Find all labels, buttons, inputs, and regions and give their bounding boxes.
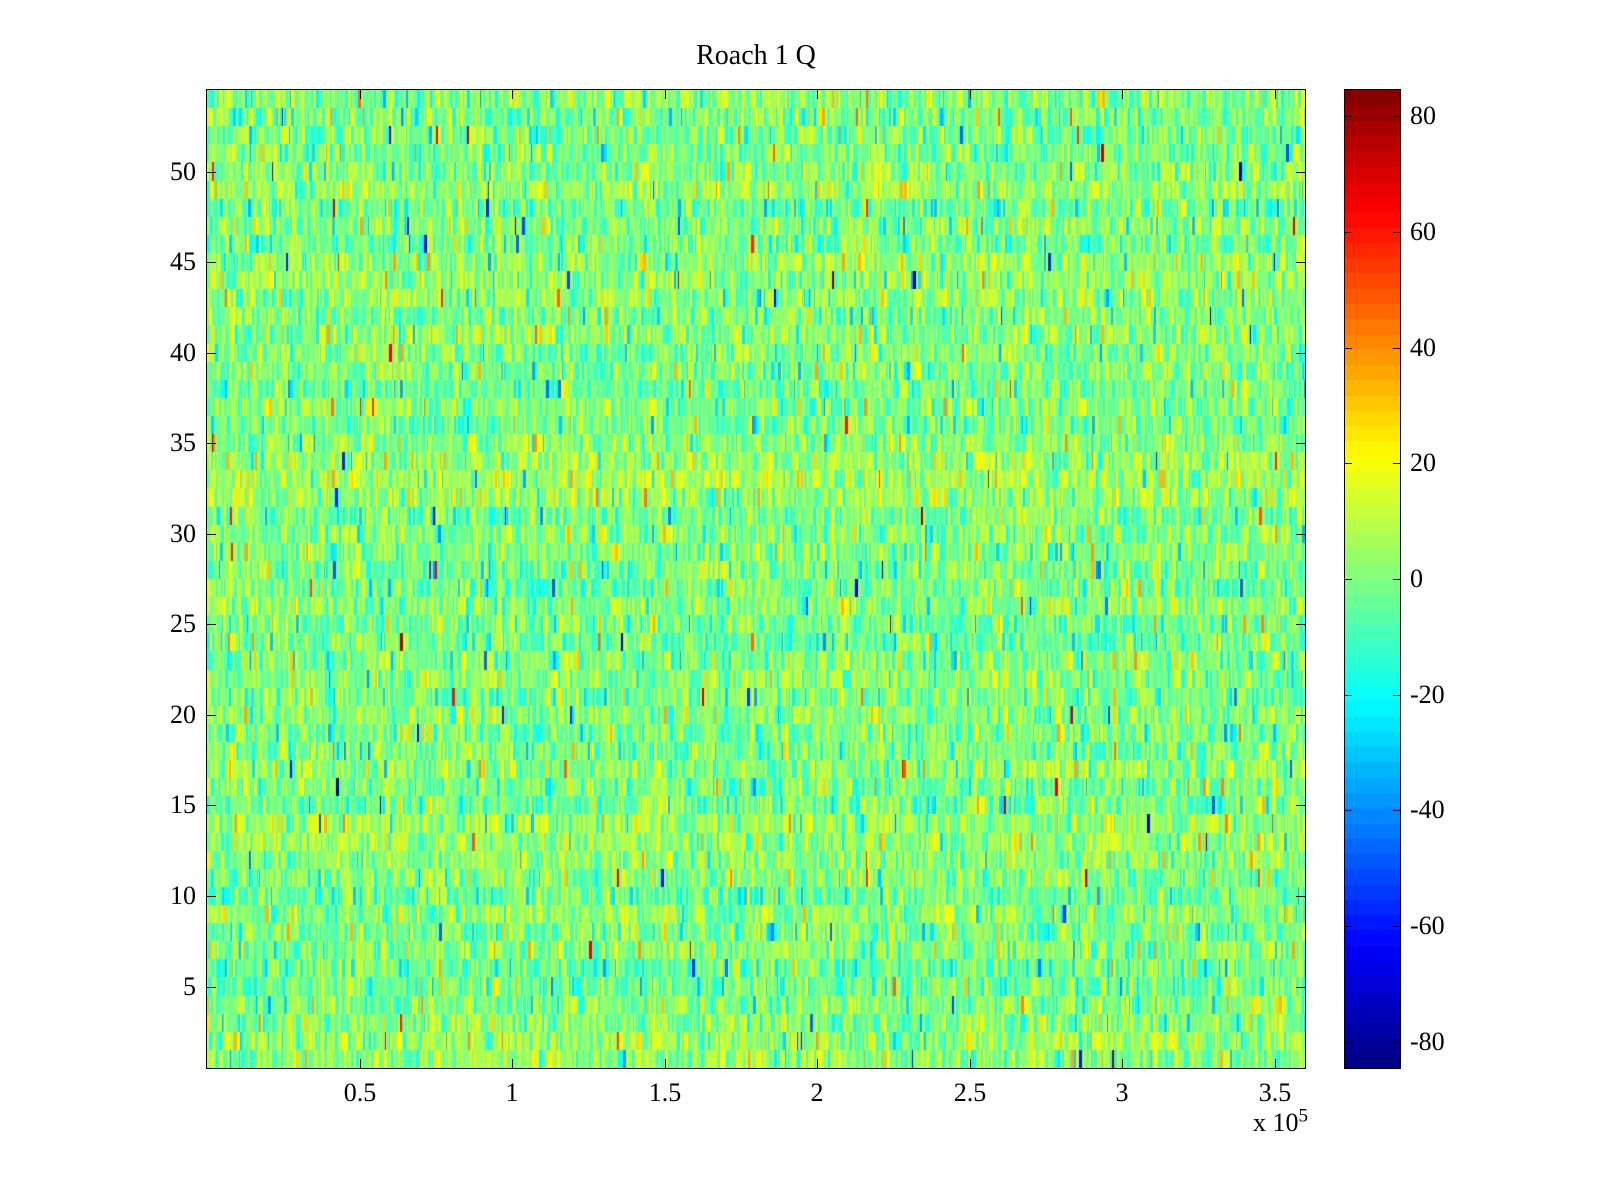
x-tick-mark (817, 1059, 818, 1068)
y-tick-label: 20 (170, 700, 196, 729)
exponent-prefix: x 10 (1253, 1108, 1299, 1137)
colorbar-tick-mark (1345, 926, 1352, 927)
colorbar-tick-mark-right (1393, 926, 1400, 927)
x-tick-mark-top (1275, 90, 1276, 99)
colorbar-tick-label: 80 (1410, 101, 1436, 130)
y-tick-mark (207, 172, 216, 173)
colorbar-tick-mark-right (1393, 348, 1400, 349)
x-tick-label: 3.5 (1258, 1078, 1292, 1107)
colorbar-tick-mark (1345, 463, 1352, 464)
x-tick-mark (970, 1059, 971, 1068)
y-tick-label: 50 (170, 157, 196, 186)
colorbar-tick-label: 20 (1410, 448, 1436, 477)
colorbar-tick-label: -40 (1410, 795, 1445, 824)
x-tick-mark-top (970, 90, 971, 99)
colorbar-tick-mark (1345, 810, 1352, 811)
colorbar-tick-label: -60 (1410, 911, 1445, 940)
x-axis-exponent-label: x 105 (1190, 1106, 1308, 1140)
y-tick-label: 10 (170, 881, 196, 910)
y-tick-mark (207, 805, 216, 806)
y-tick-mark-right (1296, 172, 1305, 173)
colorbar-tick-label: 60 (1410, 217, 1436, 246)
colorbar-tick-label: 40 (1410, 333, 1436, 362)
colorbar-tick-mark-right (1393, 463, 1400, 464)
x-tick-mark-top (512, 90, 513, 99)
x-tick-mark-top (1122, 90, 1123, 99)
y-tick-mark-right (1296, 805, 1305, 806)
x-tick-label: 1 (505, 1078, 519, 1107)
y-tick-mark-right (1296, 534, 1305, 535)
x-tick-mark-top (817, 90, 818, 99)
y-tick-label: 5 (183, 972, 196, 1001)
x-tick-label: 1.5 (648, 1078, 682, 1107)
y-tick-mark-right (1296, 624, 1305, 625)
colorbar-tick-mark-right (1393, 695, 1400, 696)
colorbar-tick-label: 0 (1410, 564, 1423, 593)
colorbar-tick-mark (1345, 1042, 1352, 1043)
x-tick-mark (1275, 1059, 1276, 1068)
y-tick-mark (207, 262, 216, 263)
x-tick-label: 0.5 (343, 1078, 377, 1107)
x-tick-mark-top (360, 90, 361, 99)
y-tick-label: 45 (170, 247, 196, 276)
colorbar-tick-label: -20 (1410, 680, 1445, 709)
colorbar-tick-mark-right (1393, 1042, 1400, 1043)
x-tick-label: 2.5 (953, 1078, 987, 1107)
y-tick-mark (207, 443, 216, 444)
y-tick-mark-right (1296, 443, 1305, 444)
y-tick-label: 30 (170, 519, 196, 548)
colorbar-tick-mark (1345, 348, 1352, 349)
colorbar-tick-mark (1345, 116, 1352, 117)
plot-title: Roach 1 Q (696, 40, 816, 71)
colorbar-tick-mark-right (1393, 116, 1400, 117)
y-tick-mark-right (1296, 353, 1305, 354)
x-tick-mark-top (665, 90, 666, 99)
y-tick-label: 35 (170, 428, 196, 457)
y-tick-mark (207, 624, 216, 625)
colorbar-tick-mark-right (1393, 810, 1400, 811)
exponent-value: 5 (1298, 1105, 1309, 1127)
y-tick-label: 40 (170, 338, 196, 367)
y-tick-mark-right (1296, 262, 1305, 263)
x-tick-mark (360, 1059, 361, 1068)
y-tick-mark (207, 534, 216, 535)
x-tick-mark (1122, 1059, 1123, 1068)
y-tick-mark-right (1296, 715, 1305, 716)
x-tick-label: 3 (1115, 1078, 1129, 1107)
heatmap-plot-area (206, 89, 1306, 1069)
colorbar-tick-mark (1345, 232, 1352, 233)
y-tick-mark-right (1296, 987, 1305, 988)
y-tick-mark (207, 715, 216, 716)
x-tick-mark (512, 1059, 513, 1068)
x-tick-label: 2 (810, 1078, 824, 1107)
colorbar-tick-label: -80 (1410, 1027, 1445, 1056)
y-tick-label: 25 (170, 609, 196, 638)
y-tick-label: 15 (170, 790, 196, 819)
colorbar-tick-mark (1345, 695, 1352, 696)
y-tick-mark-right (1296, 896, 1305, 897)
y-tick-mark (207, 987, 216, 988)
y-tick-mark (207, 896, 216, 897)
colorbar-tick-mark (1345, 579, 1352, 580)
colorbar-tick-mark-right (1393, 232, 1400, 233)
x-tick-mark (665, 1059, 666, 1068)
colorbar (1344, 89, 1401, 1069)
colorbar-tick-mark-right (1393, 579, 1400, 580)
y-tick-mark (207, 353, 216, 354)
